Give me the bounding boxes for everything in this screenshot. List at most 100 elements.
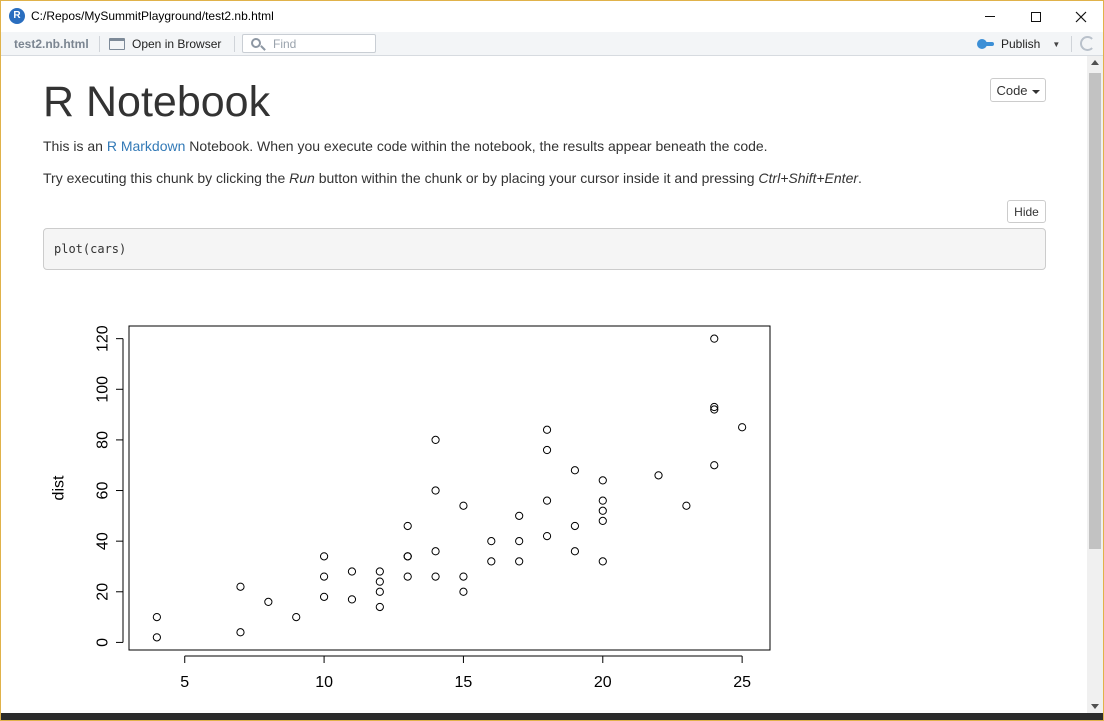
hide-code-button[interactable]: Hide (1007, 200, 1046, 223)
code-menu-button[interactable]: Code (990, 78, 1046, 102)
r-app-icon: R (9, 8, 25, 24)
code-menu-label: Code (996, 82, 1028, 98)
notebook-viewport: Code R Notebook This is an R Markdown No… (1, 56, 1087, 713)
toolbar-divider (99, 36, 100, 52)
scroll-up-arrow-icon[interactable] (1091, 60, 1099, 65)
window-title: C:/Repos/MySummitPlayground/test2.nb.htm… (31, 9, 274, 23)
data-point (347, 595, 357, 604)
data-point (431, 435, 440, 445)
data-point (710, 334, 719, 343)
find-input[interactable] (273, 36, 373, 51)
data-point (403, 572, 412, 581)
toolbar-divider (234, 36, 235, 52)
data-point (570, 521, 580, 531)
page-title: R Notebook (43, 78, 271, 126)
data-point (542, 531, 552, 541)
data-point (515, 537, 524, 546)
data-point (710, 405, 719, 414)
title-bar: R C:/Repos/MySummitPlayground/test2.nb.h… (1, 1, 1103, 32)
run-emphasis: Run (289, 170, 315, 186)
data-point (319, 592, 329, 601)
maximize-icon (1031, 11, 1041, 22)
publish-button[interactable]: Publish ▼ (977, 35, 1060, 53)
data-point (236, 582, 245, 591)
x-tick-label: 10 (315, 674, 333, 691)
viewer-toolbar: test2.nb.html Open in Browser Publish ▼ (1, 32, 1103, 56)
data-point (375, 587, 384, 596)
intro-paragraph: This is an R Markdown Notebook. When you… (43, 138, 768, 154)
find-box[interactable] (242, 34, 376, 53)
data-point (487, 557, 496, 566)
publish-label: Publish (1001, 37, 1041, 51)
data-point (598, 557, 607, 566)
scroll-down-arrow-icon[interactable] (1091, 704, 1099, 709)
para1-suffix: Notebook. When you execute code within t… (185, 138, 768, 154)
open-in-browser-label: Open in Browser (132, 37, 222, 51)
y-tick-label: 100 (95, 376, 112, 403)
data-point (403, 552, 412, 561)
para1-prefix: This is an (43, 138, 107, 154)
data-point (682, 501, 691, 510)
data-point (319, 552, 329, 561)
data-point (431, 572, 440, 581)
data-point (738, 423, 747, 432)
data-point (542, 445, 552, 455)
data-point (152, 612, 161, 622)
data-point (570, 547, 580, 556)
y-axis-label: dist (51, 475, 68, 500)
data-point (403, 521, 412, 531)
data-point (598, 516, 607, 526)
para2-prefix: Try executing this chunk by clicking the (43, 170, 290, 186)
data-point (347, 567, 357, 576)
data-point (152, 633, 161, 642)
data-point (542, 425, 552, 434)
data-point (375, 602, 384, 612)
open-in-browser-button[interactable]: Open in Browser (109, 35, 221, 53)
data-point (542, 496, 552, 505)
code-text: plot(cars) (54, 242, 127, 256)
para2-suffix: . (858, 170, 862, 186)
r-markdown-link[interactable]: R Markdown (106, 138, 186, 154)
scroll-thumb[interactable] (1089, 73, 1101, 549)
y-tick-label: 60 (95, 482, 112, 500)
minimize-button[interactable] (967, 1, 1013, 32)
x-tick-label: 5 (180, 674, 189, 691)
x-tick-label: 20 (594, 674, 612, 691)
data-point (459, 587, 468, 596)
data-point (236, 628, 245, 637)
close-button[interactable] (1058, 1, 1103, 32)
close-icon (1075, 11, 1087, 22)
browser-icon (109, 38, 125, 50)
data-point (431, 547, 440, 556)
maximize-button[interactable] (1013, 1, 1059, 32)
plot-points (152, 334, 747, 642)
scatter-plot: 5 10 15 20 25 0 20 40 60 80 100 120 dist (51, 325, 771, 691)
y-tick-label: 20 (95, 583, 112, 601)
data-point (459, 572, 468, 581)
filename-tab[interactable]: test2.nb.html (14, 37, 89, 51)
y-tick-label: 40 (95, 532, 112, 550)
plot-frame (128, 325, 771, 651)
caret-down-icon (1031, 89, 1040, 94)
data-point (598, 476, 607, 485)
data-point (487, 537, 496, 546)
refresh-icon[interactable] (1080, 36, 1095, 51)
instructions-paragraph: Try executing this chunk by clicking the… (43, 170, 862, 186)
chevron-down-icon[interactable]: ▼ (1052, 39, 1061, 49)
vertical-scrollbar[interactable] (1087, 56, 1103, 713)
x-tick-label: 15 (455, 674, 473, 691)
code-chunk[interactable]: plot(cars) (43, 228, 1046, 270)
minimize-icon (985, 16, 995, 17)
toolbar-divider (1071, 36, 1072, 52)
data-point (710, 402, 719, 412)
data-point (375, 577, 384, 586)
y-tick-label: 120 (95, 325, 112, 352)
taskbar-strip (1, 713, 1103, 720)
para2-middle: button within the chunk or by placing yo… (314, 170, 759, 186)
data-point (319, 572, 329, 581)
data-point (598, 496, 607, 505)
plot-axes: 5 10 15 20 25 0 20 40 60 80 100 120 (95, 325, 752, 691)
y-tick-label: 0 (95, 638, 112, 647)
data-point (459, 501, 468, 510)
